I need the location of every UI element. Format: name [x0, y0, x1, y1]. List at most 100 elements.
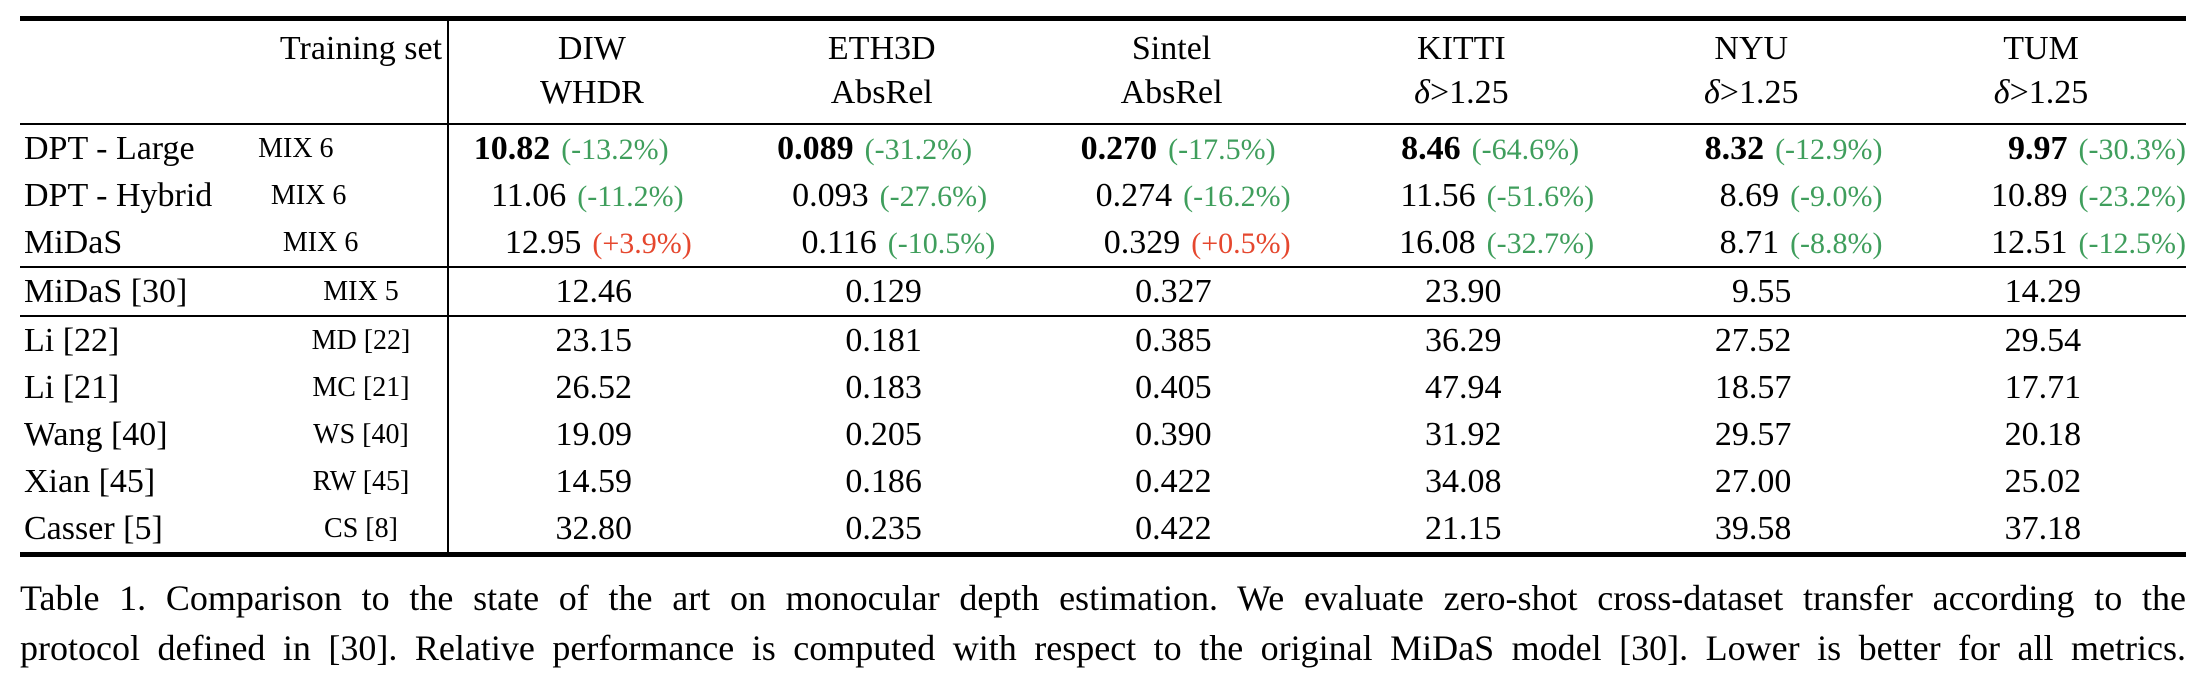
metric-value: 0.270 [1080, 130, 1158, 167]
caption-line-1: Table 1. Comparison to the state of the … [20, 578, 2186, 618]
metric-cell: 11.06 (-11.2%) [381, 172, 684, 219]
relative-performance-delta: (-31.2%) [864, 133, 973, 166]
table-row: MiDaS [30] MIX 5 12.46 0.129 0.327 23.90 9.55 1… [20, 268, 2186, 315]
metric-value: 0.329 [1103, 224, 1181, 261]
metric-cell: 19.09 [447, 411, 737, 458]
dataset-name: Sintel [1131, 30, 1212, 67]
table-row: Li [22] MD [22] 23.15 0.181 0.385 36.29 27.52 2… [20, 317, 2186, 364]
table-row: Wang [40] WS [40] 19.09 0.205 0.390 31.92 29.5… [20, 411, 2186, 458]
metric-name: AbsRel [1120, 74, 1223, 111]
dataset-name: DIW [557, 30, 626, 67]
metric-value: 8.46 [1401, 130, 1461, 167]
metric-value: 0.274 [1095, 177, 1173, 214]
metric-cell: 32.80 [447, 505, 737, 552]
metric-value: 12.95 [504, 224, 582, 261]
relative-performance-delta: (-51.6%) [1486, 180, 1595, 213]
column-divider [447, 21, 449, 552]
metric-value: 12.51 [1991, 224, 2068, 261]
metric-cell: 0.274 (-16.2%) [987, 172, 1291, 219]
metric-cell: 14.29 [1896, 268, 2186, 315]
metric-value: 0.385 [1135, 322, 1212, 359]
metric-cell: 12.46 [447, 268, 737, 315]
metric-cell: 0.093 (-27.6%) [684, 172, 987, 219]
delta-symbol: δ [1414, 74, 1430, 111]
metric-value: 36.29 [1424, 322, 1502, 359]
metric-cell: 10.82 (-13.2%) [365, 125, 669, 172]
results-table: Training set DIW WHDR ETH3D AbsRel Sintel Abs… [20, 16, 2186, 557]
delta-symbol: δ [1703, 74, 1720, 111]
relative-performance-delta: (-10.5%) [887, 227, 996, 260]
metric-value: 14.59 [555, 463, 633, 500]
metric-value: 0.405 [1135, 369, 1212, 406]
row-group: MiDaS [30] MIX 5 12.46 0.129 0.327 23.90 9.55 1… [20, 266, 2186, 315]
metric-cell: 0.405 [1027, 364, 1317, 411]
metric-cell: 0.205 [737, 411, 1027, 458]
metric-value: 18.57 [1714, 369, 1792, 406]
relative-performance-delta: (-23.2%) [2078, 180, 2186, 213]
relative-performance-delta: (-8.8%) [1790, 227, 1883, 260]
training-set-header: Training set [279, 30, 443, 67]
metric-value: 0.116 [801, 224, 877, 261]
metric-value: 27.00 [1714, 463, 1792, 500]
metric-values: 12.95 (+3.9%) 0.116 (-10.5%) 0.329 (+0.5%) 16.… [396, 219, 2186, 266]
metric-value: 20.18 [2004, 416, 2082, 453]
metric-value: 29.57 [1714, 416, 1792, 453]
metric-cell: 47.94 [1316, 364, 1606, 411]
method-name: DPT - Large [24, 130, 195, 167]
metric-value: 29.54 [2004, 322, 2082, 359]
relative-performance-delta: (-11.2%) [577, 180, 684, 213]
metric-header: ETH3D AbsRel [737, 27, 1027, 115]
metric-values: 10.82 (-13.2%) 0.089 (-31.2%) 0.270 (-17.5%) 8… [365, 125, 2186, 172]
metric-value: 47.94 [1424, 369, 1502, 406]
metric-cell: 36.29 [1316, 317, 1606, 364]
metric-cell: 34.08 [1316, 458, 1606, 505]
metric-name: δ>1.25 [1703, 74, 1799, 111]
training-set-value: RW [45] [312, 466, 410, 497]
metric-name: δ>1.25 [1993, 74, 2089, 111]
table-row: DPT - Hybrid MIX 6 11.06 (-11.2%) 0.093 (-27.… [20, 172, 2186, 219]
table-caption: Table 1. Comparison to the state of the … [20, 573, 2186, 673]
dataset-name: TUM [2003, 30, 2079, 67]
metric-value: 19.09 [555, 416, 633, 453]
metric-cell: 18.57 [1606, 364, 1896, 411]
method-name: Casser [5] [24, 510, 163, 547]
relative-performance-delta: (-9.0%) [1790, 180, 1883, 213]
metric-cell: 23.15 [447, 317, 737, 364]
metric-cell: 0.327 [1027, 268, 1317, 315]
metric-cell: 23.90 [1316, 268, 1606, 315]
metric-value: 11.06 [491, 177, 567, 214]
metric-cell: 0.089 (-31.2%) [669, 125, 972, 172]
metric-value: 21.15 [1424, 510, 1502, 547]
table-row: MiDaS MIX 6 12.95 (+3.9%) 0.116 (-10.5%) 0.329… [20, 219, 2186, 266]
caption-line-2: protocol defined in [30]. Relative perfo… [20, 628, 2186, 668]
metric-value: 34.08 [1424, 463, 1502, 500]
metric-cell: 0.186 [737, 458, 1027, 505]
table-row: Casser [5] CS [8] 32.80 0.235 0.422 21.15 39.5… [20, 505, 2186, 552]
metric-cell: 0.385 [1027, 317, 1317, 364]
metric-cell: 12.95 (+3.9%) [396, 219, 692, 266]
metric-name: WHDR [539, 74, 644, 111]
metric-cell: 8.69 (-9.0%) [1594, 172, 1883, 219]
metric-cell: 39.58 [1606, 505, 1896, 552]
metric-value: 8.71 [1719, 224, 1780, 261]
metric-value: 0.093 [792, 177, 869, 214]
relative-performance-delta: (-30.3%) [2078, 133, 2186, 166]
metric-values: 23.15 0.181 0.385 36.29 27.52 29.54 [447, 317, 2186, 364]
metric-cell: 0.183 [737, 364, 1027, 411]
metric-header: DIW WHDR [447, 27, 737, 115]
metric-cell: 11.56 (-51.6%) [1291, 172, 1594, 219]
metric-value: 27.52 [1714, 322, 1792, 359]
relative-performance-delta: (-12.9%) [1775, 133, 1883, 166]
relative-performance-delta: (+0.5%) [1191, 227, 1291, 260]
training-set-value: MIX 6 [282, 227, 359, 258]
metric-values: 11.06 (-11.2%) 0.093 (-27.6%) 0.274 (-16.2%) 1… [381, 172, 2186, 219]
metric-cell: 17.71 [1896, 364, 2186, 411]
metric-cell: 0.129 [737, 268, 1027, 315]
metric-value: 0.181 [845, 322, 922, 359]
metric-value: 0.205 [845, 416, 922, 453]
method-name: Li [22] [24, 322, 120, 359]
relative-performance-delta: (-16.2%) [1183, 180, 1291, 213]
metric-value: 14.29 [2004, 273, 2082, 310]
relative-performance-delta: (-27.6%) [879, 180, 988, 213]
metric-value: 26.52 [555, 369, 633, 406]
